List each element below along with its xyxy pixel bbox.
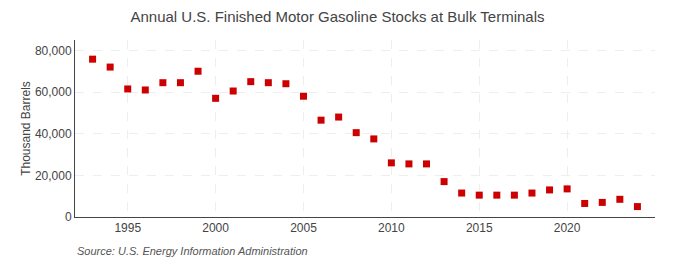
svg-text:2005: 2005 — [290, 221, 317, 235]
svg-text:1995: 1995 — [114, 221, 141, 235]
svg-text:60,000: 60,000 — [35, 85, 72, 99]
svg-text:2015: 2015 — [466, 221, 493, 235]
svg-text:2000: 2000 — [202, 221, 229, 235]
svg-text:Source: U.S. Energy Informatio: Source: U.S. Energy Information Administ… — [77, 245, 308, 257]
svg-text:80,000: 80,000 — [35, 44, 72, 58]
svg-text:Thousand Barrels: Thousand Barrels — [19, 81, 33, 176]
svg-text:2010: 2010 — [378, 221, 405, 235]
svg-text:20,000: 20,000 — [35, 169, 72, 183]
svg-text:Annual U.S. Finished Motor Gas: Annual U.S. Finished Motor Gasoline Stoc… — [130, 8, 544, 25]
svg-text:0: 0 — [65, 210, 72, 224]
svg-text:2020: 2020 — [554, 221, 581, 235]
svg-text:40,000: 40,000 — [35, 127, 72, 141]
